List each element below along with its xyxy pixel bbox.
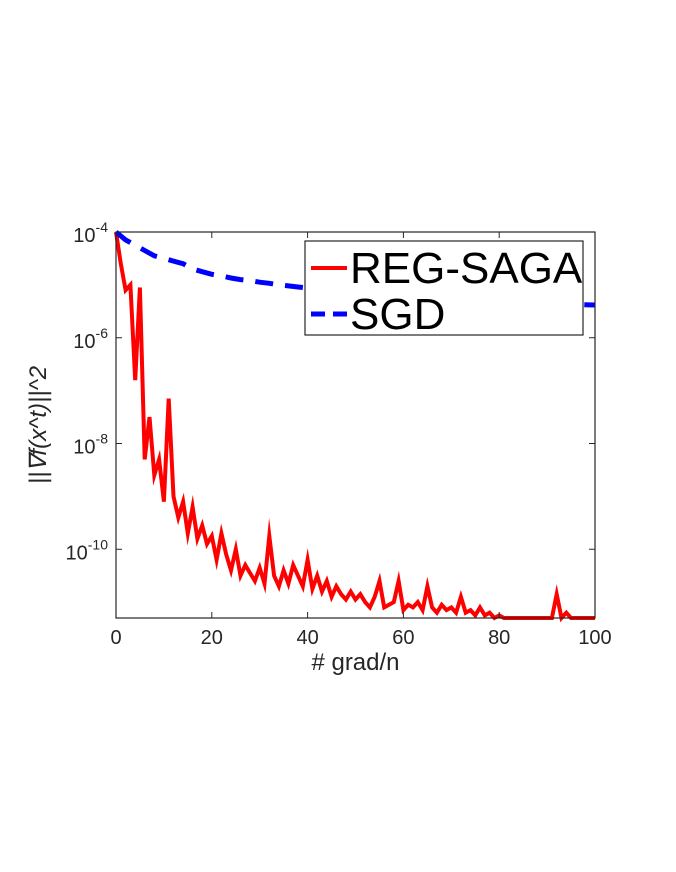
x-tick-label: 60 bbox=[392, 627, 414, 649]
tick-labels: 0 20 40 60 80 100 10-4 10-6 10-8 10-10 bbox=[66, 219, 612, 649]
y-tick-label: 10-10 bbox=[66, 536, 109, 564]
legend-label: SGD bbox=[350, 290, 445, 339]
x-tick-label: 100 bbox=[578, 627, 611, 649]
y-tick-label: 10-8 bbox=[73, 431, 108, 459]
x-axis-label: # grad/n bbox=[311, 649, 399, 676]
x-tick-label: 80 bbox=[488, 627, 510, 649]
x-tick-label: 40 bbox=[296, 627, 318, 649]
y-tick-label: 10-4 bbox=[73, 219, 108, 247]
y-axis-label: ||∇f(x^t)||^2 bbox=[25, 366, 52, 484]
x-tick-label: 0 bbox=[110, 627, 121, 649]
y-tick-label: 10-6 bbox=[73, 325, 108, 353]
legend-box bbox=[304, 240, 584, 336]
x-tick-label: 20 bbox=[201, 627, 223, 649]
axes bbox=[115, 231, 596, 619]
axes-box bbox=[115, 231, 596, 619]
legend-label: REG-SAGA bbox=[350, 244, 583, 293]
axis-labels: # grad/n ||∇f(x^t)||^2 bbox=[25, 366, 400, 676]
